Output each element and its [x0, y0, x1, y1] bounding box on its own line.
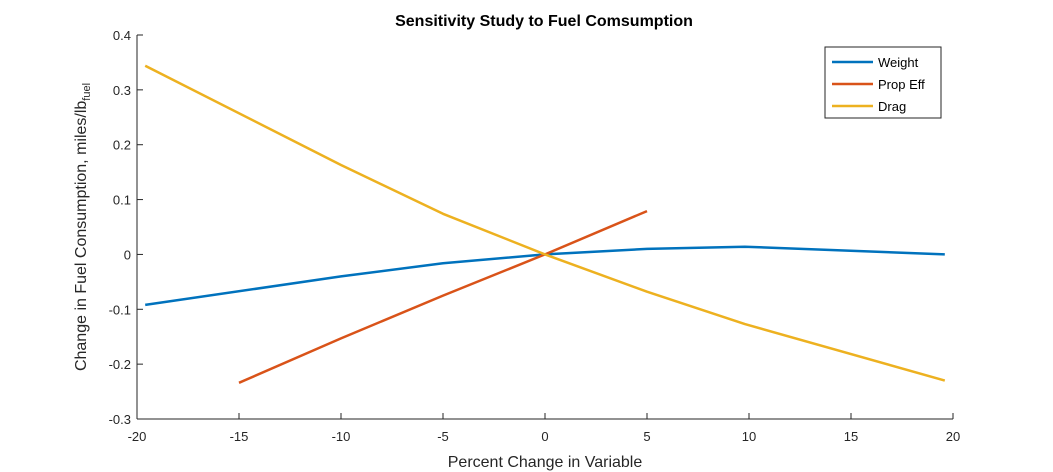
- x-tick-label: -15: [230, 429, 249, 444]
- series-line-prop-eff: [238, 209, 648, 384]
- plot-area: [137, 35, 953, 419]
- y-ticks: -0.3 -0.2 -0.1 0 0.1 0.2 0.3 0.4: [109, 28, 143, 427]
- y-tick-label: 0.4: [113, 28, 131, 43]
- x-tick-label: -20: [128, 429, 147, 444]
- x-tick-label: -5: [437, 429, 449, 444]
- y-tick-label: 0.2: [113, 138, 131, 153]
- legend: Weight Prop Eff Drag: [824, 46, 942, 119]
- y-tick-label: 0.1: [113, 193, 131, 208]
- x-ticks: -20 -15 -10 -5 0 5 10 15 20: [128, 413, 960, 444]
- x-tick-label: 10: [742, 429, 756, 444]
- y-tick-label: -0.2: [109, 357, 131, 372]
- y-tick-label: -0.1: [109, 302, 131, 317]
- series-line-drag: [144, 64, 946, 382]
- y-tick-label: -0.3: [109, 412, 131, 427]
- x-tick-label: 5: [643, 429, 650, 444]
- y-axis-title-subscript: fuel: [81, 83, 93, 101]
- x-axis-title: Percent Change in Variable: [448, 454, 643, 471]
- y-tick-label: 0: [124, 247, 131, 262]
- x-tick-label: 20: [946, 429, 960, 444]
- y-axis-title-main: Change in Fuel Consumption, miles/lb: [73, 101, 90, 371]
- chart-title: Sensitivity Study to Fuel Comsumption: [395, 13, 693, 30]
- legend-label-prop-eff: Prop Eff: [878, 77, 925, 92]
- x-tick-label: -10: [332, 429, 351, 444]
- y-axis-title: Change in Fuel Consumption, miles/lbfuel: [73, 83, 93, 371]
- plot-frame: [137, 35, 953, 419]
- x-tick-label: 15: [844, 429, 858, 444]
- legend-label-drag: Drag: [878, 99, 906, 114]
- series-group: [144, 64, 946, 384]
- x-tick-label: 0: [541, 429, 548, 444]
- y-tick-label: 0.3: [113, 83, 131, 98]
- legend-label-weight: Weight: [878, 55, 919, 70]
